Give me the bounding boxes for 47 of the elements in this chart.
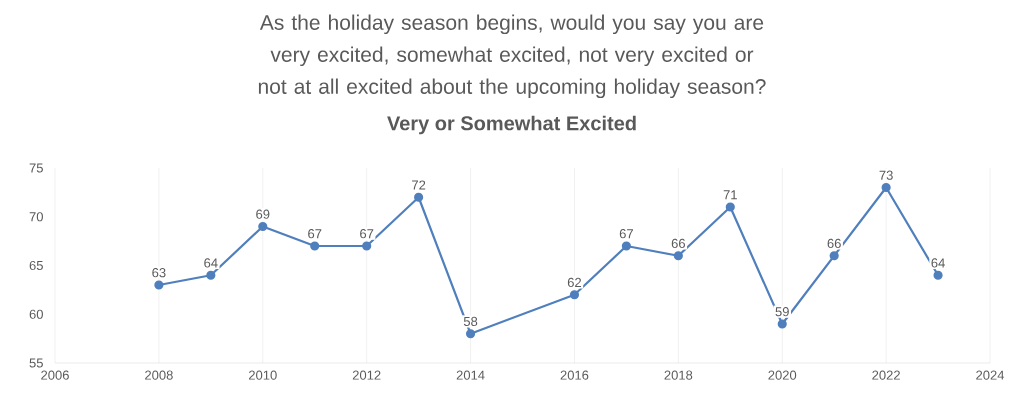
point (310, 241, 320, 251)
point (829, 251, 839, 261)
data-label: 73 (879, 170, 893, 180)
data-label: 67 (308, 229, 322, 239)
x-tick-label: 2020 (768, 370, 797, 380)
x-tick-label: 2024 (976, 370, 1005, 380)
x-tick-label: 2006 (41, 370, 69, 380)
data-label: 66 (827, 238, 841, 249)
data-label: 59 (775, 307, 789, 317)
x-tick-label: 2014 (456, 370, 485, 380)
data-label: 72 (412, 180, 426, 190)
data-label: 58 (463, 316, 478, 327)
x-tick-label: 2018 (664, 370, 693, 380)
point (881, 182, 891, 193)
chart-title: As the holiday season begins, would you say you are very excited, somewhat excited, not very excited or not at all excited about the upcoming holiday season? (258, 14, 766, 99)
data-label: 69 (256, 209, 270, 219)
point (258, 221, 268, 232)
point (154, 280, 164, 290)
y-tick-label: 75 (29, 163, 43, 173)
point (362, 241, 372, 251)
chart-subtitle: Very or Somewhat Excited (387, 115, 636, 135)
point (933, 270, 943, 280)
point (569, 290, 580, 300)
y-tick-label: 70 (29, 212, 43, 222)
data-label: 63 (152, 268, 166, 278)
data-label: 66 (671, 238, 685, 249)
data-label: 64 (204, 258, 218, 268)
point (621, 241, 631, 251)
data-label: 71 (723, 190, 737, 200)
point (206, 270, 216, 280)
point (414, 192, 424, 202)
x-tick-label: 2016 (560, 370, 589, 380)
data-label: 67 (619, 229, 633, 239)
point (673, 251, 683, 261)
y-tick-label: 65 (29, 260, 43, 271)
x-tick-label: 2008 (145, 370, 173, 380)
data-label: 62 (567, 277, 582, 288)
x-tick-label: 2022 (872, 370, 900, 380)
point (777, 319, 787, 329)
point (725, 202, 735, 212)
y-tick-label: 55 (29, 358, 43, 368)
y-tick-label: 60 (29, 309, 43, 319)
x-tick-label: 2012 (352, 370, 381, 380)
x-tick-label: 2010 (248, 370, 277, 380)
data-label: 67 (360, 229, 374, 239)
data-label: 64 (931, 258, 945, 268)
point (465, 329, 476, 339)
